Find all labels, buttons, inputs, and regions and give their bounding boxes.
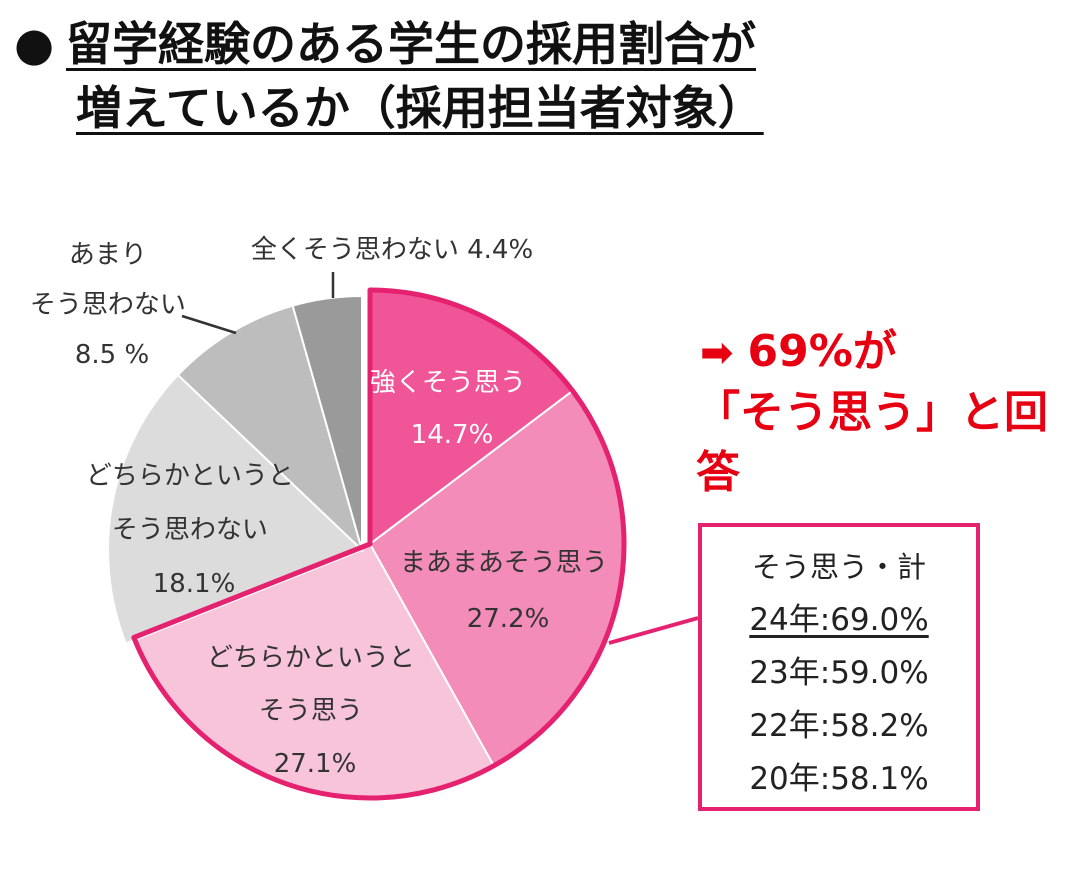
pie-slice-slightly-disagree	[107, 373, 364, 645]
chart-title: ● 留学経験のある学生の採用割合が 増えているか（採用担当者対象）	[14, 12, 764, 140]
title-bullet: ●	[14, 17, 55, 71]
slice-label-slightly-agree: どちらかというと そう思う 27.1%	[207, 643, 423, 779]
summary-heading: そう思う・計	[751, 550, 926, 584]
slice-label-slightly-disagree: どちらかというと そう思わない 18.1%	[86, 461, 302, 599]
pie-slice-not-really	[176, 304, 364, 554]
summary-row-2022: 22年:58.2%	[749, 708, 929, 744]
agree-callout: ➡ 69%が 「そう思う」と回答	[696, 322, 1070, 503]
agree-outline-path	[131, 287, 627, 801]
leader-line-slice4	[181, 314, 237, 335]
slice-label-strongly-agree: 強くそう思う 14.7%	[370, 368, 534, 450]
label-leader-lines	[181, 272, 699, 645]
slice-label-somewhat-agree: まあまあそう思う 27.2%	[400, 548, 616, 634]
yearly-summary-box: そう思う・計 24年:69.0% 23年:59.0% 22年:58.2% 20年…	[698, 523, 980, 811]
pie-slice-labels: 強くそう思う 14.7% まあまあそう思う 27.2% どちらかというと そう思…	[30, 235, 616, 779]
agree-highlight-outline	[131, 287, 627, 801]
summary-row-2020: 20年:58.1%	[749, 761, 929, 797]
slice-label-not-really: あまり そう思わない 8.5 %	[30, 240, 194, 370]
title-line-2: 増えているか（採用担当者対象）	[76, 81, 764, 135]
summary-row-2023: 23年:59.0%	[749, 655, 929, 691]
summary-row-2024: 24年:69.0%	[749, 602, 929, 638]
callout-connector-line	[608, 616, 699, 645]
pie-slice-not-at-all	[291, 294, 363, 551]
callout-line-2: 「そう思う」と回答	[696, 387, 1048, 498]
title-line-1: 留学経験のある学生の採用割合が	[66, 17, 756, 71]
slice-label-not-at-all: 全くそう思わない 4.4%	[251, 235, 533, 265]
right-arrow-icon: ➡	[700, 330, 734, 376]
callout-line-1: 69%が	[747, 326, 897, 377]
